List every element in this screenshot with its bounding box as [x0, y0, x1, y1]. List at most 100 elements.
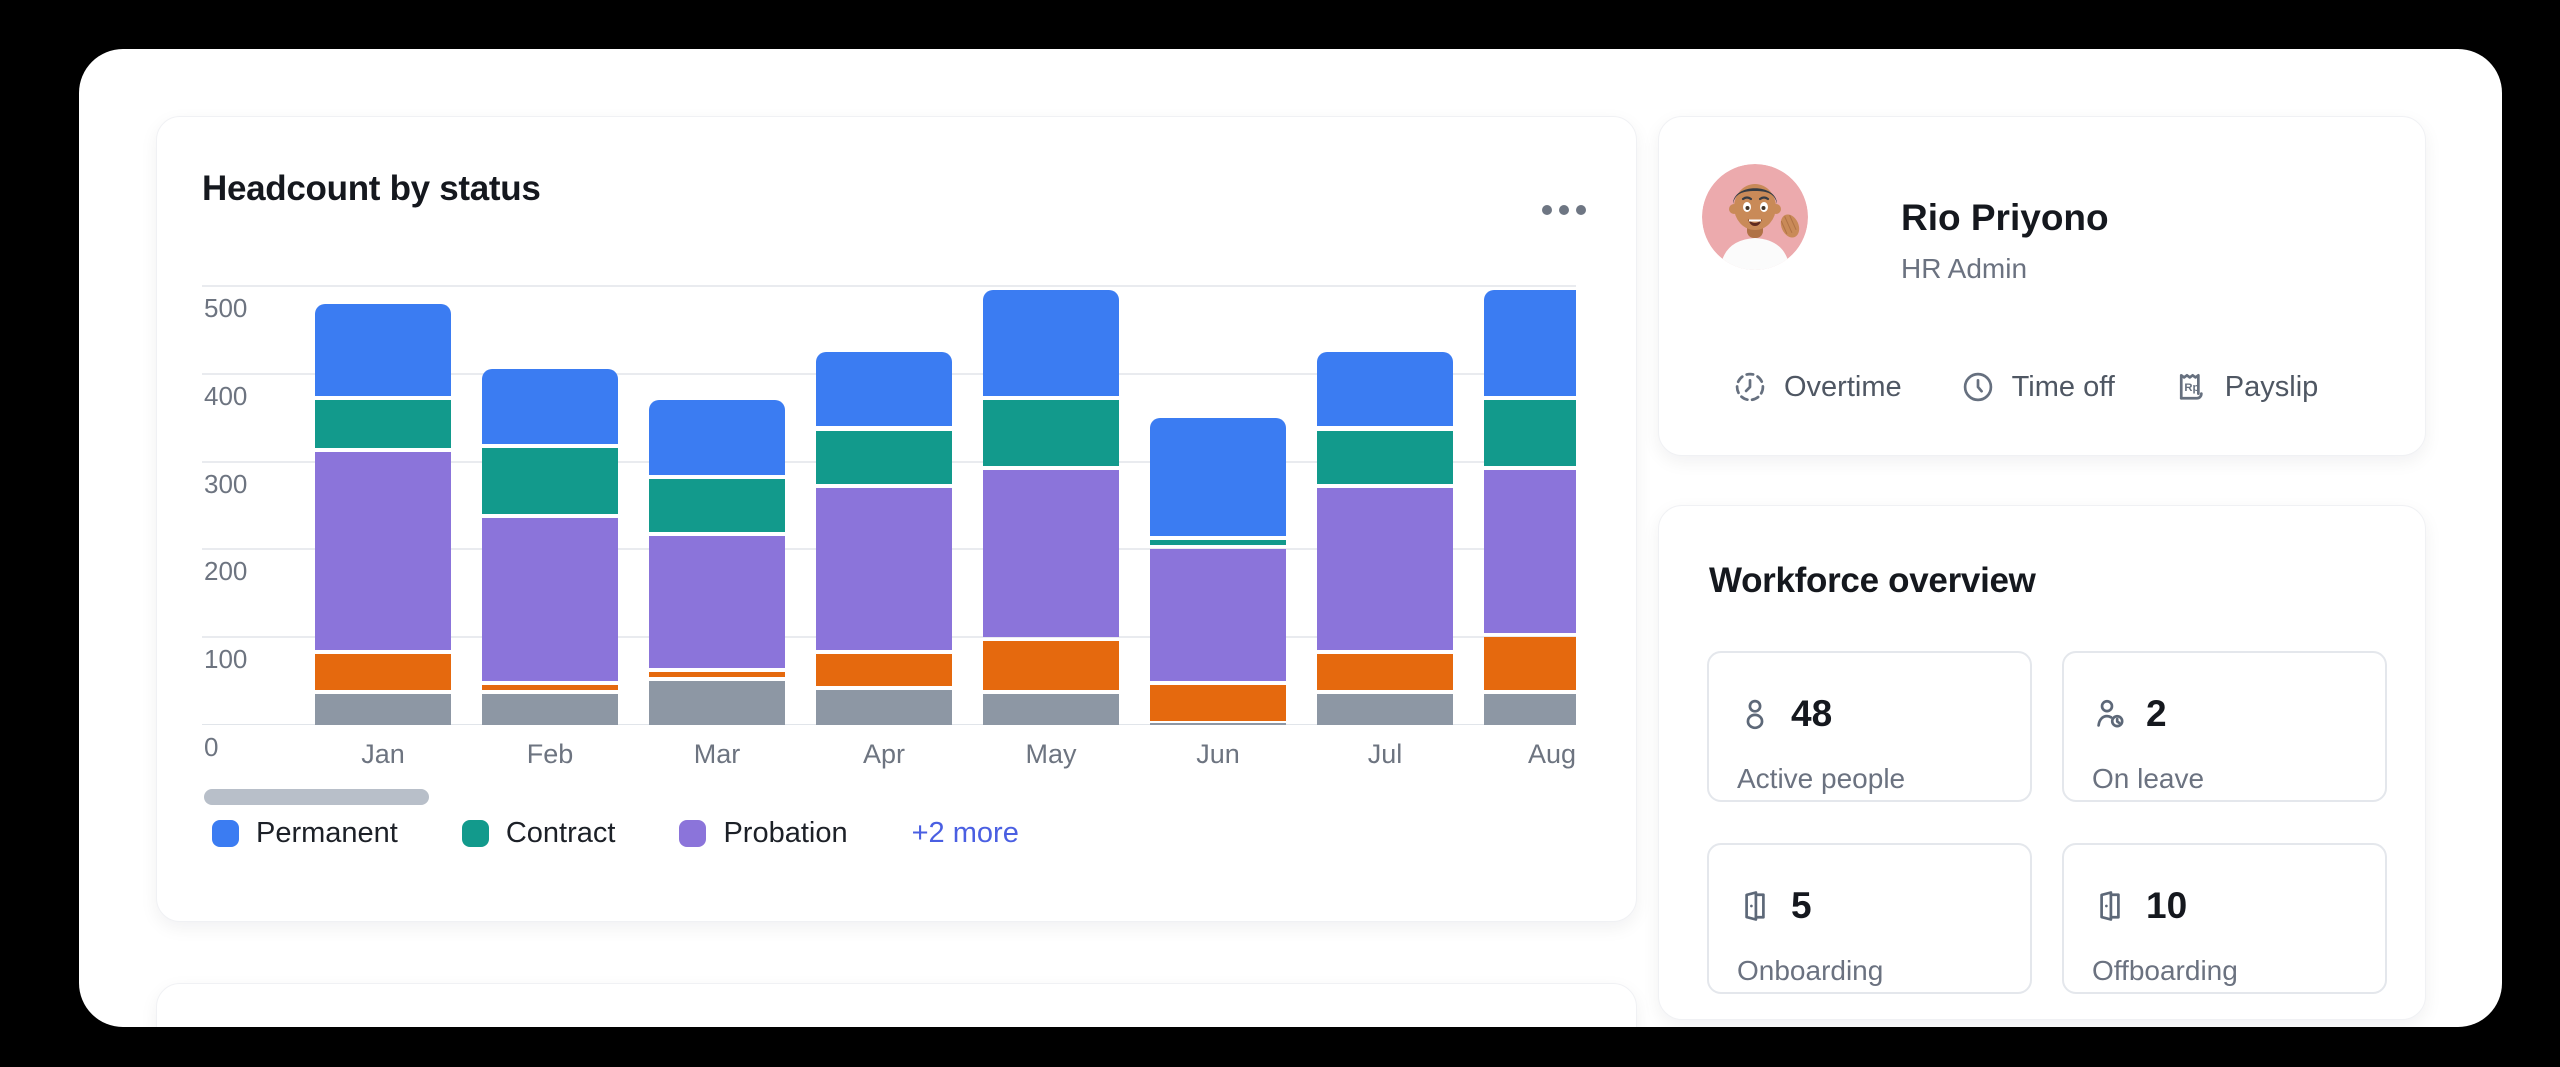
legend-swatch-permanent — [212, 820, 239, 847]
stat-row: 5 — [1737, 885, 1812, 927]
payslip-button[interactable]: Rp Payslip — [2173, 369, 2319, 405]
user-clock-icon — [2097, 699, 2124, 728]
bar-segment — [1150, 540, 1286, 546]
avatar — [1702, 164, 1808, 270]
bar-segment — [482, 518, 618, 682]
y-tick-label: 200 — [204, 556, 248, 587]
app-canvas: Headcount by status 0 100 200 300 400 500 Jan… — [79, 49, 2502, 1027]
overtime-clock-icon — [1735, 372, 1765, 402]
bar-segment — [649, 671, 785, 677]
y-tick-label: 400 — [204, 380, 248, 411]
bar-segment — [482, 685, 618, 690]
legend-item-probation: Probation — [679, 817, 848, 850]
bar-segment — [315, 452, 451, 651]
bar-segment — [1150, 549, 1286, 682]
headcount-card: Headcount by status 0 100 200 300 400 500 Jan… — [156, 116, 1637, 922]
partial-card-below — [156, 983, 1637, 1027]
bar-segment — [649, 400, 785, 475]
stat-row: 2 — [2092, 693, 2167, 735]
legend-swatch-contract — [461, 820, 489, 847]
stat-value: 10 — [2146, 885, 2188, 926]
x-axis-label: Feb — [526, 739, 574, 769]
x-axis-label: Jul — [1367, 739, 1403, 769]
chart-legend: Permanent Contract Probation +2 more — [212, 817, 1019, 850]
stat-row: 10 — [2092, 885, 2187, 927]
bar-segment — [482, 693, 618, 725]
legend-item-permanent: Permanent — [212, 817, 398, 850]
workforce-title: Workforce overview — [1709, 561, 2036, 600]
chart-x-labels: Jan Feb Mar Apr May Jun Jul Aug — [202, 739, 1576, 773]
x-axis-label: Mar — [693, 739, 741, 769]
y-tick-label: 0 — [204, 732, 219, 762]
bar-segment — [816, 487, 952, 651]
bar-segment — [315, 399, 451, 449]
bar-segment — [1150, 685, 1286, 721]
stat-label: Active people — [1737, 763, 1906, 794]
overtime-button[interactable]: Overtime — [1732, 369, 1902, 405]
x-axis-label: Aug — [1527, 739, 1577, 769]
bar-segment — [1150, 723, 1286, 725]
profile-actions: Overtime Time off Rp Payslip — [1732, 369, 2318, 405]
bar-segment — [315, 654, 451, 690]
clock-icon — [1963, 372, 1992, 402]
bar-segment — [816, 351, 952, 427]
card-menu-button[interactable] — [1542, 205, 1586, 215]
legend-swatch-probation — [679, 820, 707, 847]
stat-label: On leave — [2092, 763, 2205, 794]
bar-segment — [1317, 654, 1453, 690]
chart-plot-clip — [202, 267, 1576, 725]
action-label: Overtime — [1784, 370, 1902, 403]
bar-segment — [816, 689, 952, 725]
bar-segment — [1317, 693, 1453, 725]
door-open-icon — [1745, 891, 1765, 921]
door-open-icon — [2100, 891, 2120, 921]
x-axis-label: Apr — [862, 739, 906, 769]
bar-segment — [649, 478, 785, 532]
stat-tile-active-people[interactable]: 48 Active people — [1707, 651, 2032, 802]
bar-segment — [649, 680, 785, 725]
bar-segment — [1484, 693, 1576, 725]
time-off-button[interactable]: Time off — [1960, 369, 2115, 405]
bar-segment — [983, 693, 1119, 725]
bar-segment — [315, 693, 451, 725]
legend-more-link[interactable]: +2 more — [911, 817, 1019, 849]
gridline — [202, 285, 1576, 287]
bar-segment — [649, 535, 785, 668]
bar-segment — [983, 290, 1119, 396]
y-tick-label: 300 — [204, 468, 248, 499]
action-label: Payslip — [2224, 370, 2319, 403]
x-axis-label: Jan — [361, 739, 405, 769]
bar-segment — [1484, 636, 1576, 690]
profile-role: HR Admin — [1901, 253, 2028, 284]
y-tick-label: 100 — [204, 644, 248, 675]
bar-segment — [816, 654, 952, 686]
x-axis-label: May — [1025, 739, 1077, 769]
ellipsis-dot — [1576, 205, 1586, 215]
chart-title: Headcount by status — [202, 169, 541, 208]
bar-segment — [1317, 487, 1453, 651]
stat-tile-offboarding[interactable]: 10 Offboarding — [2062, 843, 2387, 994]
action-label: Time off — [2011, 370, 2115, 403]
y-tick-label: 500 — [204, 293, 248, 323]
bar-segment — [482, 369, 618, 445]
svg-text:Rp: Rp — [2184, 382, 2199, 394]
bar-segment — [1484, 290, 1576, 396]
chart-plot: 0 100 200 300 400 500 — [202, 267, 1576, 762]
bar-segment — [816, 430, 952, 484]
chart-horizontal-scrollbar[interactable] — [204, 789, 429, 805]
stat-tile-onboarding[interactable]: 5 Onboarding — [1707, 843, 2032, 994]
workforce-card: Workforce overview 48 Active people 2 — [1658, 505, 2426, 1020]
legend-item-contract: Contract — [461, 817, 616, 850]
legend-label: Contract — [505, 817, 616, 849]
bar-segment — [482, 448, 618, 515]
legend-label: Probation — [723, 817, 848, 849]
stat-row: 48 — [1737, 693, 1832, 735]
profile-name: Rio Priyono — [1901, 197, 2109, 238]
ellipsis-dot — [1542, 205, 1552, 215]
stat-tile-on-leave[interactable]: 2 On leave — [2062, 651, 2387, 802]
stat-label: Onboarding — [1737, 955, 1884, 986]
bar-segment — [1317, 351, 1453, 427]
bar-segment — [1317, 430, 1453, 484]
stat-value: 2 — [2146, 693, 2167, 734]
bar-segment — [983, 641, 1119, 690]
